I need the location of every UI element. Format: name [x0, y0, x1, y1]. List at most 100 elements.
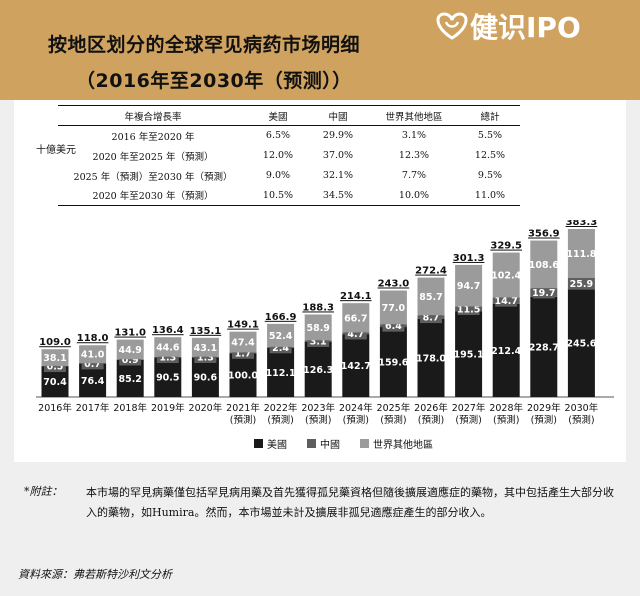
data-label: 1.3: [159, 353, 176, 364]
total-label: 243.0: [378, 278, 410, 289]
bar-segment: [191, 357, 219, 397]
data-label: 52.4: [269, 331, 293, 342]
data-label: 70.4: [43, 377, 67, 388]
stacked-bar-chart: 70.4 0.538.1 109.0 2016年 76.4 0.741.0 118.0 201…: [36, 220, 614, 426]
bar-segment: [116, 359, 144, 397]
data-label: 14.7: [494, 296, 517, 307]
bar-segment: [116, 339, 144, 360]
x-tick-label: 2019年: [151, 402, 185, 414]
cagr-cell: 10.0%: [368, 185, 460, 206]
bar-segment: [492, 303, 520, 397]
total-label: 149.1: [227, 320, 259, 331]
x-tick-label: 2029年: [527, 402, 561, 414]
x-tick-label: (預測): [230, 414, 256, 426]
total-label: 272.4: [415, 266, 447, 277]
cagr-header-us: 美國: [248, 105, 308, 126]
note-label: *附註：: [24, 485, 63, 498]
bar-segment: [455, 264, 483, 307]
x-tick-label: 2026年: [414, 402, 448, 414]
data-label: 3.1: [310, 336, 327, 347]
source-note: 資料來源：弗若斯特沙利文分析: [18, 568, 172, 581]
data-label: 0.7: [84, 359, 101, 370]
data-label-bg: [495, 294, 518, 307]
bar-segment: [41, 349, 69, 366]
bar-segment: [304, 314, 332, 341]
data-label: 44.6: [156, 342, 180, 353]
cagr-cell: 9.0%: [265, 170, 291, 181]
x-tick-label: (預測): [493, 414, 519, 426]
bar-segment: [154, 357, 182, 397]
table-row: 2020 年至2030 年（預測） 10.5% 34.5% 10.0% 11.0…: [58, 185, 520, 206]
x-tick-label: 2016年: [38, 402, 72, 414]
x-tick-label: 2021年: [226, 402, 260, 414]
page-title: 按地区划分的全球罕见病药市场明细: [48, 34, 361, 56]
cagr-cell: 32.1%: [322, 170, 354, 181]
legend-swatch-rest: [360, 439, 369, 448]
cagr-period: 2016 年至2020 年: [111, 131, 195, 143]
cagr-cell: 10.5%: [248, 185, 308, 206]
cagr-table: 年複合增長率 美國 中國 世界其他地區 總計 2016 年至2020 年 6.5…: [58, 105, 520, 206]
cagr-cell: 9.5%: [477, 170, 503, 181]
x-tick-label: 2020年: [189, 402, 223, 414]
bar-segment: [417, 277, 445, 316]
data-label: 43.1: [194, 343, 217, 354]
data-label: 0.5: [47, 362, 64, 373]
bar-segment: [379, 290, 407, 325]
cagr-period: 2025 年（預測）至2030 年（預測）: [73, 171, 233, 183]
total-label: 109.0: [39, 337, 71, 348]
x-tick-label: (預測): [380, 414, 406, 426]
table-row: 2025 年（預測）至2030 年（預測） 9.0% 32.1% 7.7% 9.…: [58, 166, 520, 186]
data-label: 126.3: [303, 365, 333, 376]
total-label: 166.9: [265, 312, 297, 323]
data-label: 142.7: [341, 361, 371, 372]
total-label: 301.3: [453, 253, 485, 264]
legend-label-us: 美國: [267, 440, 287, 451]
data-label: 85.7: [419, 292, 442, 303]
x-tick-label: 2018年: [113, 402, 147, 414]
bar-segment: [267, 323, 295, 347]
data-label: 112.1: [266, 368, 296, 379]
table-row: 2020 年至2025 年（預測） 12.0% 37.0% 12.3% 12.5…: [58, 146, 520, 166]
data-label: 90.6: [194, 373, 218, 384]
note-text: 本市場的罕見病藥僅包括罕見病用藥及首先獲得孤兒藥資格但隨後擴展適應症的藥物，其中…: [86, 486, 614, 519]
data-label: 25.9: [570, 279, 593, 290]
data-label: 0.9: [122, 355, 139, 366]
bar-segment: [567, 229, 595, 279]
x-tick-label: (預測): [267, 414, 293, 426]
total-label: 214.1: [340, 291, 372, 302]
data-label: 6.4: [385, 321, 402, 332]
bar-segment: [530, 296, 558, 397]
brand-logo-icon: [436, 12, 468, 40]
x-tick-label: 2017年: [76, 402, 110, 414]
bar-segment: [154, 337, 182, 357]
x-tick-label: 2023年: [301, 402, 335, 414]
x-tick-label: (預測): [305, 414, 331, 426]
bar-segment: [567, 289, 595, 397]
data-label: 90.5: [156, 373, 179, 384]
data-label: 85.2: [118, 374, 141, 385]
data-label: 2.4: [272, 343, 289, 354]
data-label: 47.4: [231, 338, 255, 349]
cagr-cell: 12.5%: [474, 150, 506, 161]
data-label-bg: [570, 277, 593, 290]
total-label: 188.3: [302, 302, 334, 313]
legend-item-us: 美國: [254, 436, 287, 451]
legend-item-china: 中國: [307, 436, 340, 451]
x-tick-label: (預測): [343, 414, 369, 426]
bar-segment: [229, 331, 257, 353]
x-tick-label: 2027年: [452, 402, 486, 414]
bar-segment: [267, 347, 295, 397]
bar-segment: [455, 311, 483, 397]
legend-item-rest: 世界其他地區: [360, 436, 433, 451]
cagr-header-period: 年複合增長率: [58, 105, 248, 126]
x-tick-label: 2022年: [264, 402, 298, 414]
data-label: 102.4: [491, 271, 521, 282]
unit-label: 十億美元: [36, 145, 76, 156]
cagr-cell: 11.0%: [460, 185, 520, 206]
bar-segment: [229, 353, 257, 397]
table-row: 2016 年至2020 年 6.5% 29.9% 3.1% 5.5%: [58, 126, 520, 146]
cagr-cell: 7.7%: [401, 170, 427, 181]
x-tick-label: (預測): [568, 414, 594, 426]
data-label: 100.0: [228, 371, 258, 382]
data-label: 76.4: [81, 376, 105, 387]
